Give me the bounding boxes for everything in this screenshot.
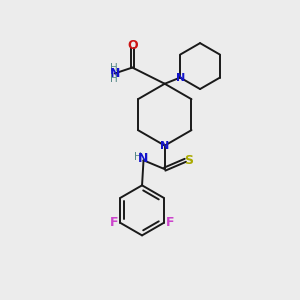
Text: H: H	[134, 152, 142, 162]
Text: F: F	[110, 216, 118, 230]
Text: N: N	[160, 141, 169, 151]
Text: N: N	[138, 152, 149, 165]
Text: N: N	[110, 67, 121, 80]
Text: H: H	[110, 74, 118, 84]
Text: O: O	[127, 39, 138, 52]
Text: N: N	[176, 73, 185, 82]
Text: H: H	[110, 63, 118, 73]
Text: F: F	[166, 216, 175, 230]
Text: S: S	[184, 154, 194, 167]
